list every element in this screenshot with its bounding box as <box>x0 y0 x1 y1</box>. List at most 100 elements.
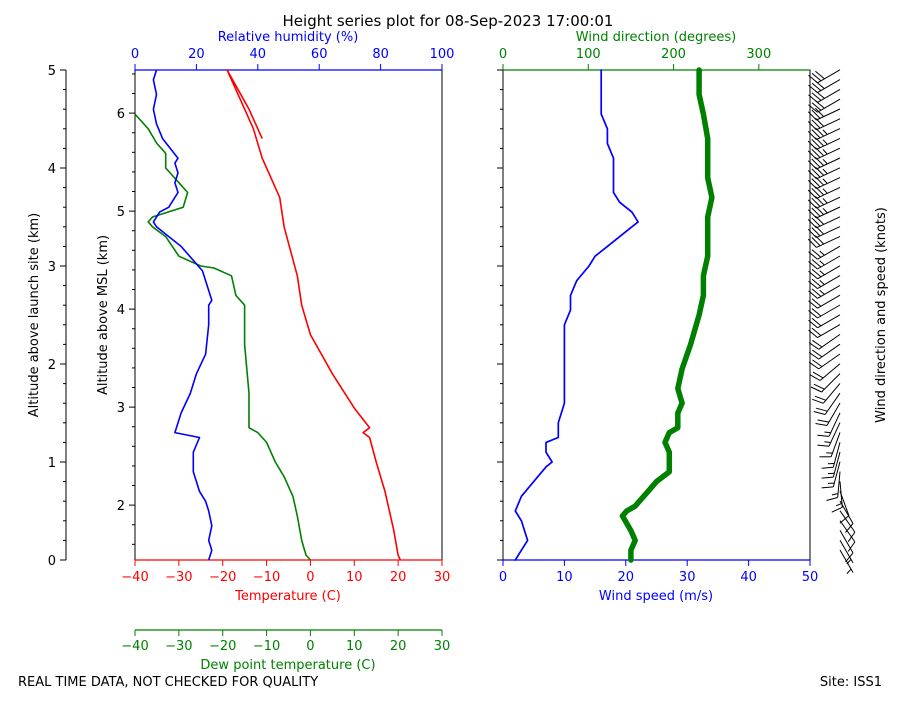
wind-direction-tick-label: 0 <box>499 47 507 62</box>
wind-barb-half-feather <box>820 290 825 294</box>
launch-alt-tick-label: 0 <box>48 554 56 569</box>
wind-barb-axis-label: Wind direction and speed (knots) <box>874 207 889 423</box>
wind-barb <box>808 148 840 160</box>
wind-barb <box>809 256 841 269</box>
msl-altitude-axis-label: Altitude above MSL (km) <box>96 235 111 395</box>
temperature-axis-label: Temperature (C) <box>234 589 341 604</box>
wind-speed-axis-label: Wind speed (m/s) <box>599 589 713 604</box>
wind-barb-half-feather <box>823 140 827 145</box>
launch-altitude-axis-label: Altitude above launch site (km) <box>27 213 42 417</box>
wind-barb-half-feather <box>824 442 830 443</box>
wind-barb <box>808 206 840 218</box>
wind-barb <box>808 177 840 189</box>
msl-alt-tick-label: 6 <box>117 107 125 122</box>
rh-tick-label: 0 <box>131 47 139 62</box>
wind-barb-feather <box>815 396 826 400</box>
wind-barb <box>814 393 840 414</box>
wind-barb <box>809 285 841 298</box>
wind-barb <box>809 315 841 328</box>
wind-barb-feather <box>822 477 834 478</box>
rh-tick-label: 100 <box>430 47 455 62</box>
wind-barb-half-feather <box>820 261 825 265</box>
wind-barb-feather <box>812 399 823 403</box>
dewpoint-tick-label: 30 <box>434 639 451 654</box>
wind-barb-feather <box>817 445 829 446</box>
wind-barb-half-feather <box>823 208 827 213</box>
msl-alt-tick-label: 4 <box>117 303 125 318</box>
wind-barb-half-feather <box>823 169 827 174</box>
wind-barb <box>808 118 840 130</box>
wind-barb <box>808 216 840 228</box>
dewpoint-tick-label: −40 <box>121 639 148 654</box>
dewpoint-tick-label: 20 <box>390 639 407 654</box>
chart-title: Height series plot for 08-Sep-2023 17:00… <box>283 12 614 30</box>
wind-barb-feather <box>822 487 834 488</box>
series-wind-speed <box>515 70 638 560</box>
wind-speed-tick-label: 10 <box>556 570 573 585</box>
wind-barb-half-feather <box>823 179 827 184</box>
wind-barb <box>808 108 840 120</box>
launch-alt-tick-label: 4 <box>48 162 56 177</box>
wind-barb-staff <box>818 315 841 328</box>
msl-alt-tick-label: 5 <box>117 205 125 220</box>
temperature-tick-label: 0 <box>306 570 314 585</box>
series-wind-direction <box>622 70 712 560</box>
wind-barb-half-feather <box>847 569 851 574</box>
wind-barb-staff <box>818 305 841 318</box>
wind-barb-feather <box>818 420 830 422</box>
wind-barb <box>808 128 840 140</box>
launch-alt-tick-label: 1 <box>48 456 56 471</box>
wind-barb <box>840 530 853 562</box>
temperature-tick-label: 10 <box>346 570 363 585</box>
temperature-tick-label: −20 <box>209 570 236 585</box>
wind-barb-feather <box>817 435 829 436</box>
wind-direction-tick-label: 300 <box>746 47 771 62</box>
wind-barb-feather <box>816 408 827 411</box>
msl-alt-tick-label: 2 <box>117 499 125 514</box>
wind-barb <box>809 266 841 279</box>
wind-barb <box>809 325 841 338</box>
wind-barb <box>809 276 841 289</box>
dewpoint-axis-label: Dew point temperature (C) <box>200 658 375 673</box>
wind-barb-staff <box>818 295 841 308</box>
wind-barb-feather <box>826 498 837 501</box>
wind-barb <box>808 167 840 179</box>
msl-alt-tick-label: 3 <box>117 401 125 416</box>
wind-barb-feather <box>822 467 834 468</box>
launch-alt-tick-label: 5 <box>48 64 56 79</box>
temperature-tick-label: −40 <box>121 570 148 585</box>
wind-direction-axis-label: Wind direction (degrees) <box>576 30 736 45</box>
wind-barb-half-feather <box>823 159 827 164</box>
footer-quality-note: REAL TIME DATA, NOT CHECKED FOR QUALITY <box>18 675 318 690</box>
series-temperature <box>227 70 400 560</box>
rh-tick-label: 60 <box>311 47 328 62</box>
wind-barb <box>822 452 840 478</box>
wind-speed-tick-label: 40 <box>740 570 757 585</box>
wind-speed-tick-label: 0 <box>499 570 507 585</box>
dewpoint-tick-label: −20 <box>209 639 236 654</box>
wind-barb-feather <box>814 412 825 415</box>
wind-speed-tick-label: 50 <box>802 570 819 585</box>
wind-series <box>515 70 712 560</box>
wind-barb <box>809 80 841 93</box>
wind-barb <box>816 403 841 426</box>
rh-axis-label: Relative humidity (%) <box>218 30 359 45</box>
wind-barb <box>840 511 855 542</box>
wind-barb-feather <box>814 384 825 389</box>
temperature-tick-label: −30 <box>165 570 192 585</box>
wind-barb <box>809 295 841 308</box>
wind-barb-feather <box>811 387 822 392</box>
wind-barb <box>808 187 840 199</box>
wind-plot-frame <box>503 70 810 560</box>
rh-tick-label: 20 <box>188 47 205 62</box>
series-dew-point <box>135 114 310 560</box>
wind-direction-tick-label: 100 <box>576 47 601 62</box>
wind-direction-tick-label: 200 <box>661 47 686 62</box>
dewpoint-tick-label: −10 <box>253 639 280 654</box>
dewpoint-tick-label: 10 <box>346 639 363 654</box>
wind-barb-half-feather <box>823 150 827 155</box>
temperature-tick-label: −10 <box>253 570 280 585</box>
